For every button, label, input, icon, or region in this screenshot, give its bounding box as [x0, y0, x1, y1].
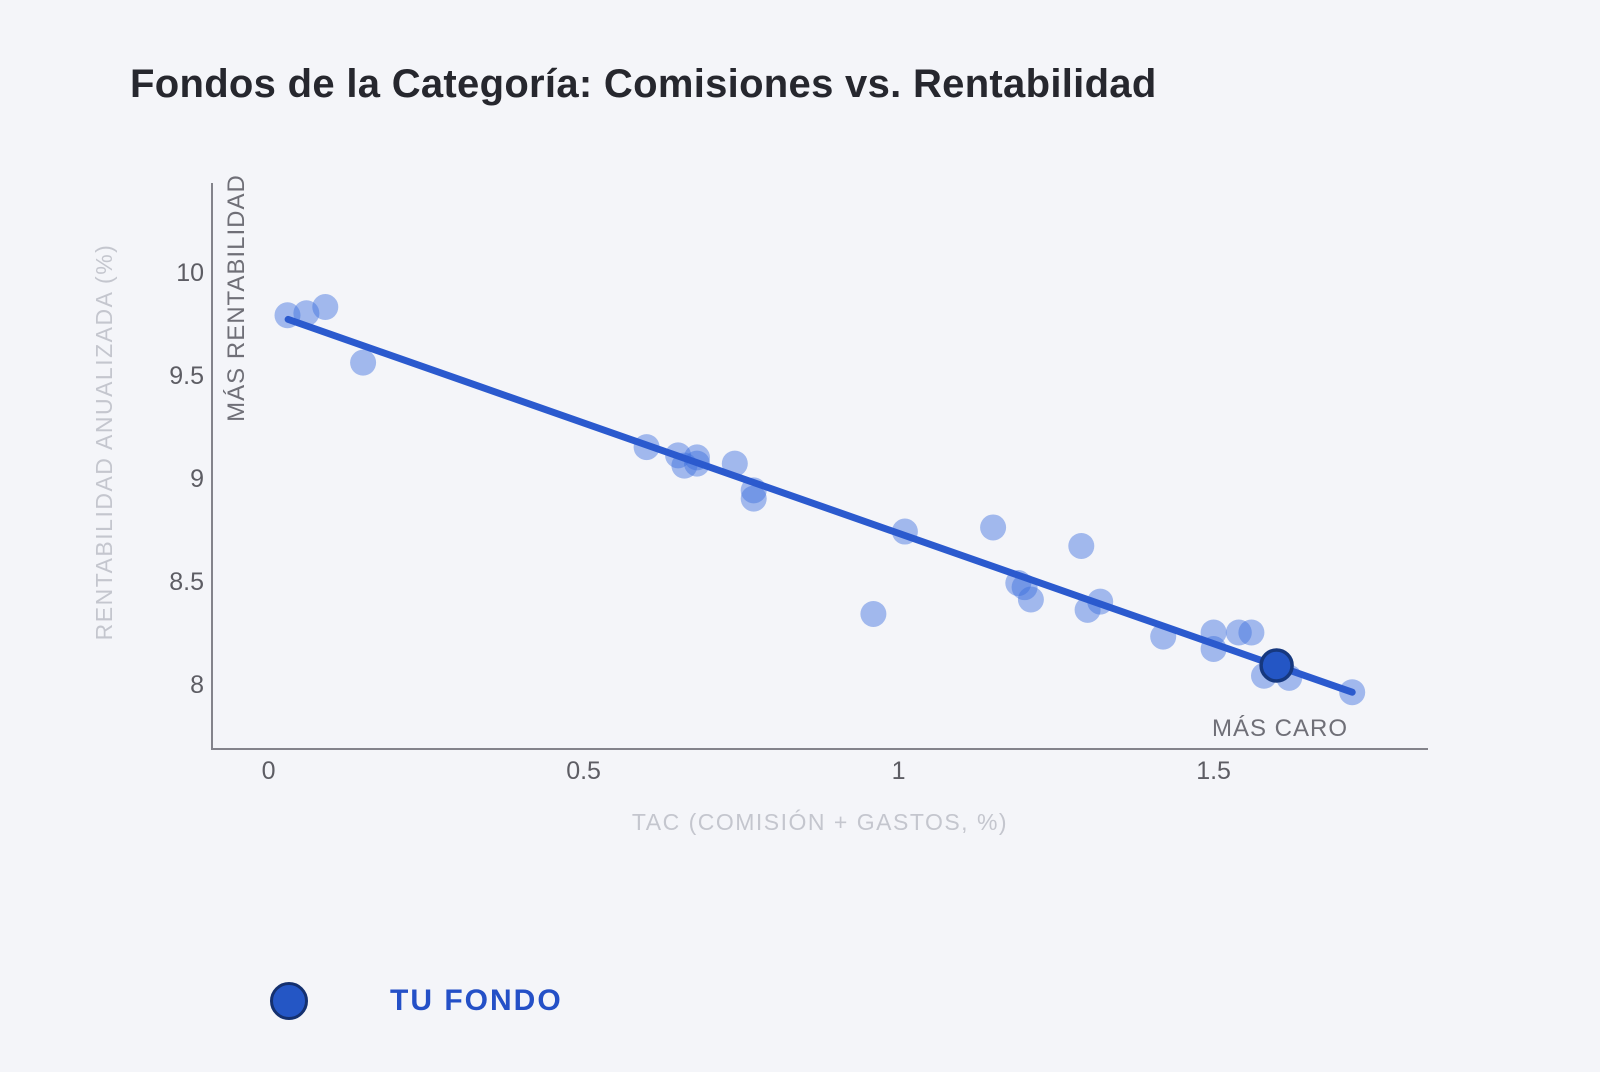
data-point: [1017, 586, 1044, 613]
data-point: [860, 600, 887, 627]
mas-caro-annotation: MÁS CARO: [1212, 715, 1348, 742]
x-tick-label: 1.5: [1196, 757, 1231, 785]
data-point: [312, 294, 339, 321]
trend-line: [284, 315, 1356, 696]
x-axis-title: TAC (COMISIÓN + GASTOS, %): [632, 809, 1008, 835]
tu-fondo-legend-dot: [270, 982, 308, 1020]
scatter-plot: 10 9.5 9 8.5 8 0 0.5 1 1.5 RENTABILIDAD ANUALIZ…: [91, 174, 1428, 835]
y-axis-title: RENTABILIDAD ANUALIZADA (%): [91, 244, 117, 641]
tu-fondo-legend-label: TU FONDO: [390, 984, 563, 1017]
x-tick-label: 0.5: [566, 757, 601, 785]
y-tick-label: 10: [176, 259, 204, 287]
data-point: [740, 485, 767, 512]
x-axis-tick-labels: 0 0.5 1 1.5: [262, 757, 1231, 785]
category-points-layer: [274, 294, 1366, 706]
data-point: [1068, 532, 1095, 559]
y-tick-label: 9.5: [169, 362, 204, 390]
mas-rentabilidad-annotation: MÁS RENTABILIDAD: [223, 174, 250, 422]
y-axis-tick-labels: 10 9.5 9 8.5 8: [169, 259, 204, 699]
tu-fondo-layer: [1259, 648, 1294, 683]
x-tick-label: 0: [262, 757, 276, 785]
y-tick-label: 8: [190, 671, 204, 699]
trend-line-layer: [284, 315, 1356, 696]
tu-fondo-point: [1259, 648, 1294, 683]
data-point: [350, 349, 377, 376]
data-point: [293, 300, 320, 327]
y-tick-label: 8.5: [169, 568, 204, 596]
x-tick-label: 1: [892, 757, 906, 785]
page-title: Fondos de la Categoría: Comisiones vs. R…: [130, 62, 1157, 106]
data-point: [1225, 619, 1252, 646]
axis-frame: [211, 183, 1428, 750]
data-point: [980, 514, 1007, 541]
y-tick-label: 9: [190, 465, 204, 493]
data-point: [1238, 619, 1265, 646]
